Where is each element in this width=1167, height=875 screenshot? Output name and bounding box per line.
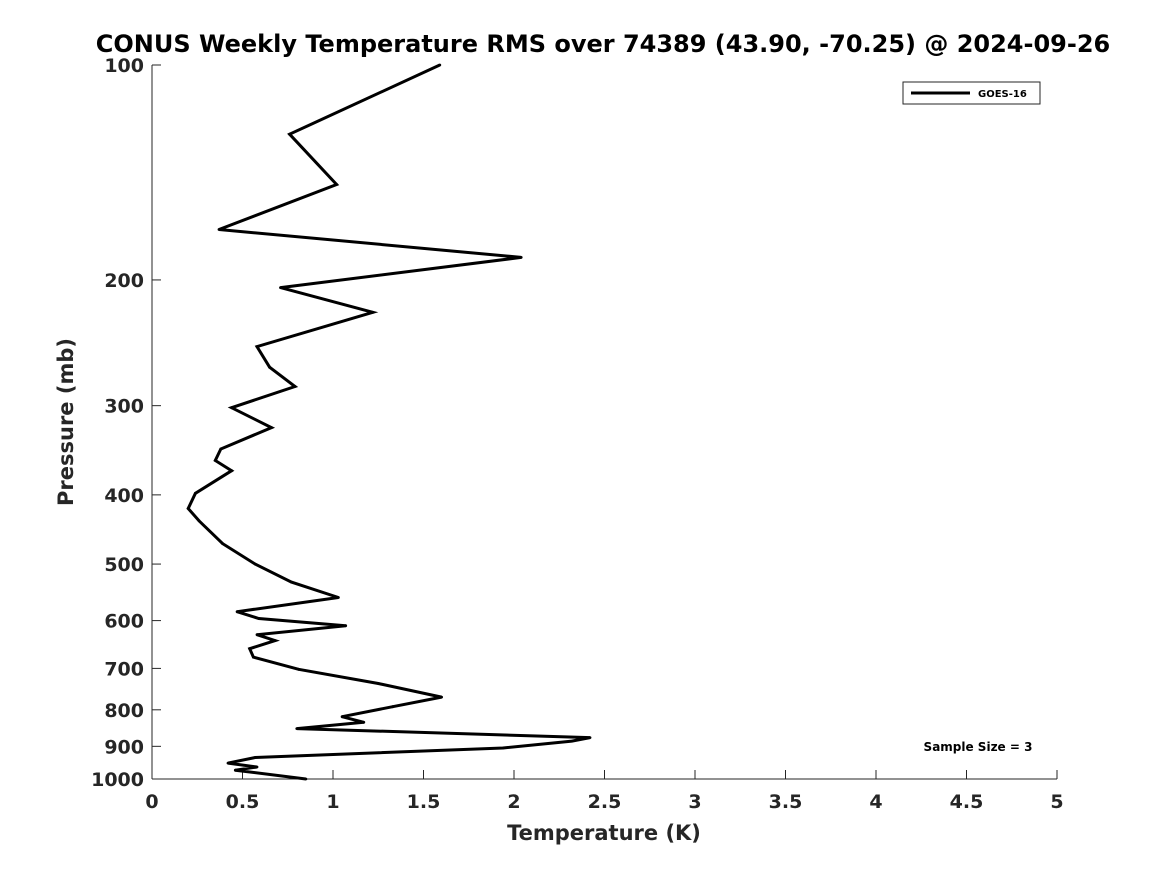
chart-title: CONUS Weekly Temperature RMS over 74389 … — [96, 30, 1110, 58]
data-point — [440, 695, 443, 699]
series-layer — [186, 63, 592, 781]
y-axis-label: Pressure (mb) — [54, 338, 78, 506]
y-axis-ticks: 100 200 300 400 500 600 700 800 900 1000 — [91, 55, 161, 791]
data-point — [235, 610, 239, 614]
legend-box — [902, 81, 1041, 105]
plot-area — [151, 65, 1057, 780]
y-tick-label: 500 — [104, 554, 144, 576]
data-point — [344, 624, 348, 628]
x-tick-label: 4 — [869, 791, 882, 813]
data-point — [213, 459, 217, 462]
data-point — [297, 667, 300, 671]
data-point — [252, 655, 255, 659]
data-point — [248, 647, 252, 651]
x-tick-label: 3.5 — [769, 791, 803, 813]
y-tick-label: 100 — [104, 55, 144, 77]
data-point — [217, 228, 221, 231]
legend-label-goes-16: GOES-16 — [978, 89, 1027, 100]
data-point — [194, 491, 197, 495]
x-tick-label: 0 — [145, 791, 158, 813]
y-tick-label: 800 — [104, 700, 144, 722]
data-point — [501, 746, 505, 750]
y-tick-label: 600 — [104, 611, 144, 633]
y-tick-label: 1000 — [91, 769, 144, 791]
x-tick-label: 1 — [326, 791, 339, 813]
data-point — [371, 310, 375, 314]
y-tick-label: 300 — [104, 396, 144, 418]
data-point — [340, 715, 344, 719]
data-point — [255, 345, 259, 348]
data-point — [279, 286, 282, 289]
data-point — [270, 426, 273, 429]
x-tick-label: 1.5 — [407, 791, 441, 813]
data-point — [221, 542, 225, 545]
data-point — [588, 736, 592, 739]
data-point — [335, 183, 338, 186]
series-line-goes-16 — [186, 63, 591, 781]
data-point — [295, 727, 299, 730]
data-point — [255, 765, 259, 769]
x-tick-label: 3 — [688, 791, 701, 813]
data-point — [257, 617, 261, 620]
y-tick-label: 900 — [104, 736, 144, 758]
x-axis-ticks: 0 0.5 1 1.5 2 2.5 3 3.5 4 4.5 5 — [145, 770, 1064, 813]
data-point — [288, 132, 291, 136]
data-point — [230, 469, 234, 473]
x-tick-label: 5 — [1050, 791, 1063, 813]
x-tick-label: 2.5 — [588, 791, 622, 813]
data-point — [290, 580, 293, 584]
data-point — [362, 720, 366, 724]
data-point — [273, 639, 277, 642]
x-tick-label: 0.5 — [226, 791, 260, 813]
data-point — [253, 562, 257, 566]
data-point — [255, 633, 259, 637]
x-tick-label: 2 — [507, 791, 520, 813]
legend: GOES-16 — [902, 81, 1041, 105]
data-point — [376, 682, 380, 685]
data-point — [293, 385, 297, 388]
y-tick-label: 200 — [104, 270, 144, 292]
data-point — [391, 705, 395, 709]
data-point — [337, 596, 340, 599]
data-point — [519, 256, 523, 259]
data-point — [197, 519, 201, 523]
data-point — [219, 447, 223, 451]
data-point — [570, 739, 574, 743]
sample-size-annotation: Sample Size = 3 — [924, 740, 1033, 754]
data-point — [253, 756, 257, 759]
y-tick-label: 400 — [104, 485, 144, 507]
x-tick-label: 4.5 — [950, 791, 984, 813]
data-point — [268, 365, 271, 369]
data-point — [226, 761, 230, 765]
data-point — [186, 507, 190, 510]
data-point — [438, 63, 442, 67]
data-point — [304, 777, 308, 781]
data-point — [233, 768, 237, 772]
x-axis-label: Temperature (K) — [507, 821, 701, 845]
y-tick-label: 700 — [104, 658, 144, 680]
data-point — [230, 406, 234, 410]
